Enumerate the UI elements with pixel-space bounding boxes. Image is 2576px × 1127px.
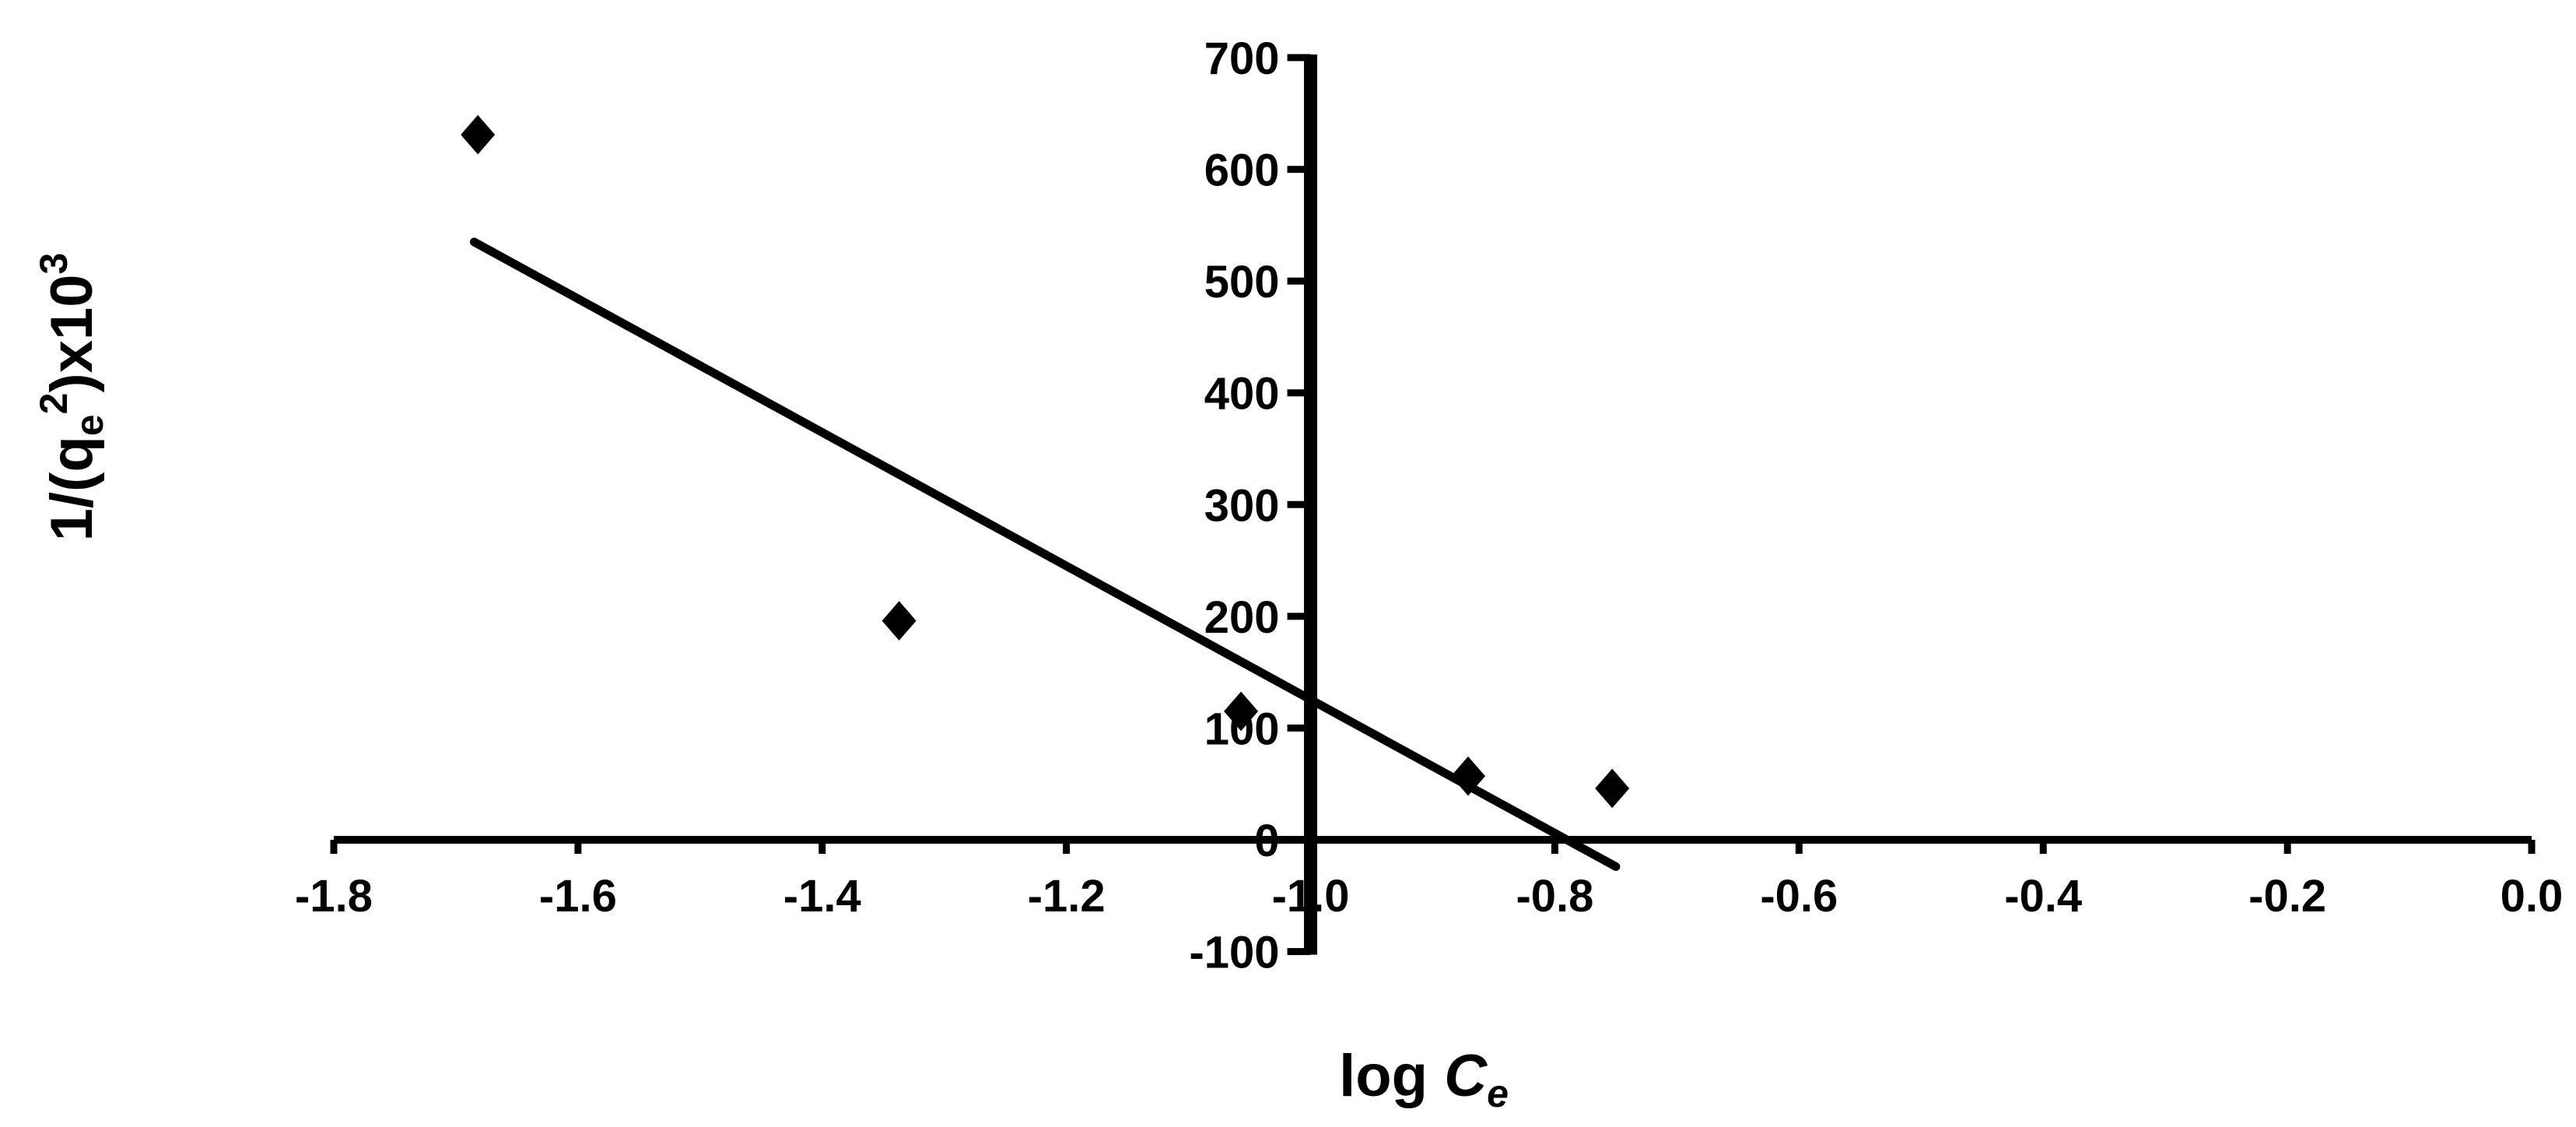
- y-tick-label: 600: [1204, 146, 1280, 196]
- x-tick-label: -1.8: [295, 871, 373, 922]
- data-marks: [461, 114, 1630, 871]
- data-point: [1595, 768, 1630, 809]
- x-tick-labels: -1.8 -1.6 -1.4 -1.2 -1.0 -0.8 -0.6 -0.4 -0.2 0.0: [295, 871, 2563, 922]
- y-tick-label: 200: [1204, 592, 1280, 643]
- y-tick-label: 700: [1204, 33, 1280, 84]
- y-tick-label: 0: [1254, 816, 1279, 866]
- x-tick-label: -0.4: [2004, 871, 2082, 922]
- x-tick-label: -1.2: [1028, 871, 1106, 922]
- y-tick-label: 400: [1204, 369, 1280, 420]
- data-point: [1224, 691, 1259, 732]
- y-tick-label: 500: [1204, 257, 1280, 307]
- x-tick-label: -1.6: [539, 871, 617, 922]
- y-axis-label: 1/(qe2)x103: [32, 253, 111, 542]
- data-point: [461, 114, 496, 155]
- x-tick-label: -1.4: [783, 871, 861, 922]
- x-tick-label: 0.0: [2501, 871, 2564, 922]
- data-point: [1451, 756, 1486, 796]
- x-tick-label: -0.8: [1516, 871, 1593, 922]
- x-tick-label: -1.0: [1272, 871, 1350, 922]
- y-tick-labels: 7006005004003002001000-100: [1189, 33, 1279, 978]
- data-point: [881, 601, 916, 641]
- x-tick-label: -0.2: [2248, 871, 2326, 922]
- x-tick-label: -0.6: [1760, 871, 1838, 922]
- axes: [330, 54, 2536, 956]
- y-tick-label: -100: [1189, 928, 1279, 978]
- y-tick-label: 300: [1204, 480, 1280, 531]
- trendline: [469, 237, 1621, 871]
- x-axis-label: log Ce: [1339, 1043, 1509, 1115]
